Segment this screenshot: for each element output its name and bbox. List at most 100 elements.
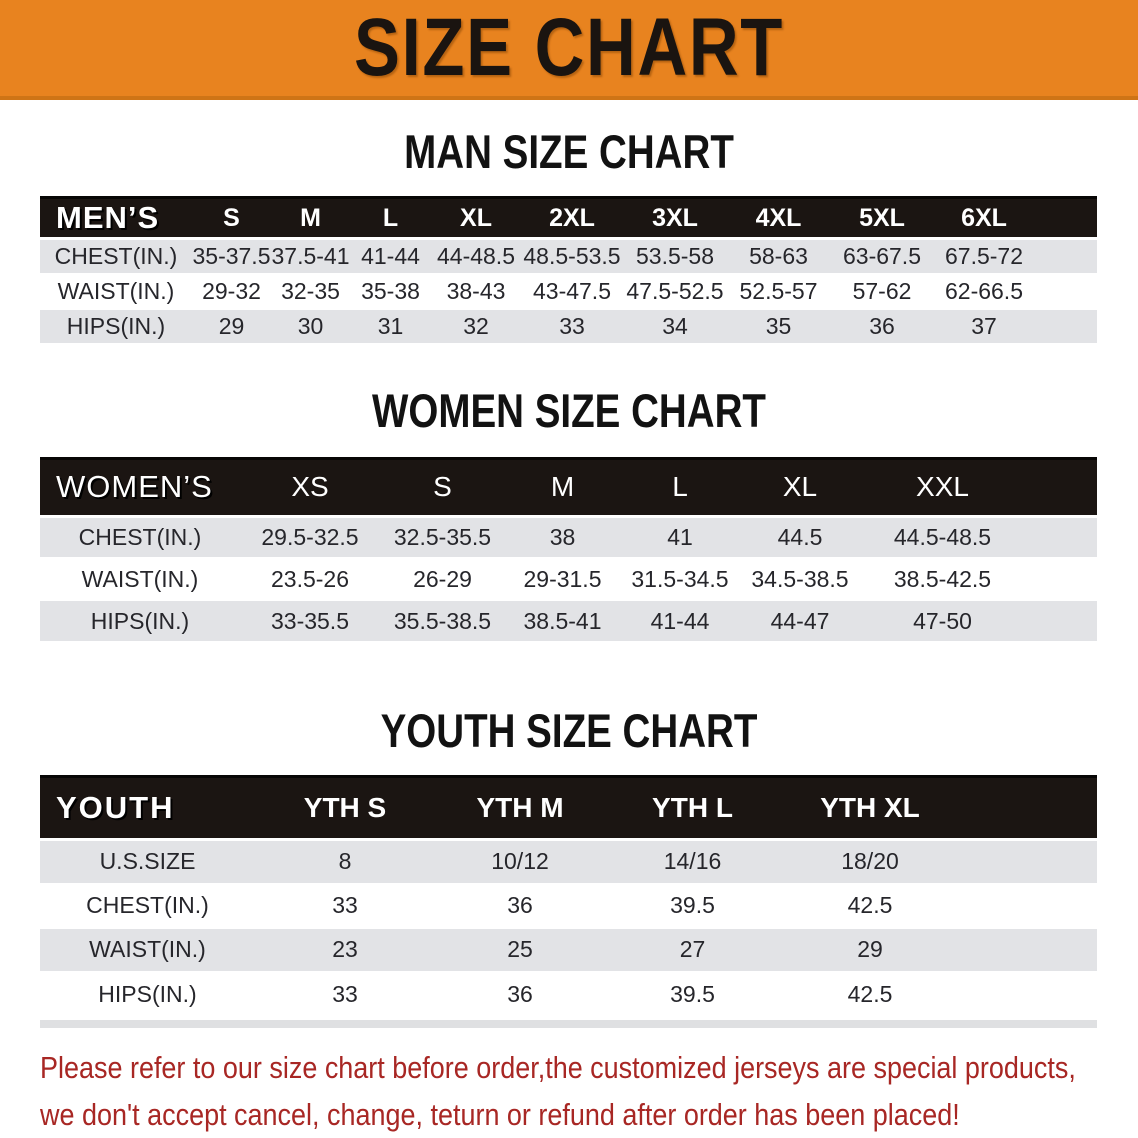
cell: 35-37.5 bbox=[192, 237, 271, 275]
cell: 47.5-52.5 bbox=[623, 273, 727, 309]
table-bottom-divider bbox=[40, 1019, 1097, 1028]
men-col-2xl: 2XL bbox=[521, 196, 623, 240]
cell: 32 bbox=[431, 307, 521, 345]
cell: 39.5 bbox=[605, 971, 780, 1016]
men-table-header: MEN’S S M L XL 2XL 3XL 4XL 5XL 6XL bbox=[40, 196, 1097, 240]
disclaimer: Please refer to our size chart before or… bbox=[40, 1044, 1138, 1138]
cell: 29-31.5 bbox=[505, 558, 620, 600]
cell: 8 bbox=[255, 838, 435, 885]
cell-filler bbox=[960, 971, 1097, 1016]
men-col-6xl: 6XL bbox=[934, 196, 1034, 240]
cell-filler bbox=[1025, 515, 1097, 559]
cell: 63-67.5 bbox=[830, 237, 934, 275]
cell-filler bbox=[960, 926, 1097, 973]
men-col-5xl: 5XL bbox=[830, 196, 934, 240]
cell: 38.5-41 bbox=[505, 599, 620, 643]
cell: 29 bbox=[780, 926, 960, 973]
cell: 30 bbox=[271, 307, 350, 345]
cell: 33 bbox=[255, 971, 435, 1016]
cell: 44.5-48.5 bbox=[860, 515, 1025, 559]
cell: 43-47.5 bbox=[521, 273, 623, 309]
cell: 25 bbox=[435, 926, 605, 973]
men-col-xl: XL bbox=[431, 196, 521, 240]
cell: 31 bbox=[350, 307, 431, 345]
cell: 33-35.5 bbox=[240, 599, 380, 643]
cell-filler bbox=[1025, 599, 1097, 643]
cell: 62-66.5 bbox=[934, 273, 1034, 309]
cell: 42.5 bbox=[780, 971, 960, 1016]
table-row: U.S.SIZE 8 10/12 14/16 18/20 bbox=[40, 838, 1097, 885]
women-size-table: WOMEN’S XS S M L XL XXL CHEST(IN.) 29.5-… bbox=[40, 456, 1097, 643]
cell: 33 bbox=[521, 307, 623, 345]
cell-filler bbox=[960, 883, 1097, 928]
cell: 31.5-34.5 bbox=[620, 558, 740, 600]
cell: 23.5-26 bbox=[240, 558, 380, 600]
cell: 34.5-38.5 bbox=[740, 558, 860, 600]
cell: 41 bbox=[620, 515, 740, 559]
cell: 29-32 bbox=[192, 273, 271, 309]
cell: 34 bbox=[623, 307, 727, 345]
cell: 27 bbox=[605, 926, 780, 973]
youth-col-m: YTH M bbox=[435, 775, 605, 841]
size-chart-banner: SIZE CHART bbox=[0, 0, 1138, 100]
women-waist-label: WAIST(IN.) bbox=[40, 558, 240, 600]
men-section-heading: MAN SIZE CHART bbox=[404, 125, 734, 178]
cell: 36 bbox=[435, 971, 605, 1016]
disclaimer-line-2: we don't accept cancel, change, teturn o… bbox=[40, 1096, 960, 1132]
youth-hips-label: HIPS(IN.) bbox=[40, 971, 255, 1016]
youth-chest-label: CHEST(IN.) bbox=[40, 883, 255, 928]
women-hips-label: HIPS(IN.) bbox=[40, 599, 240, 643]
cell: 32-35 bbox=[271, 273, 350, 309]
women-col-xxl: XXL bbox=[860, 456, 1025, 518]
cell-filler bbox=[1034, 273, 1097, 309]
youth-ussize-label: U.S.SIZE bbox=[40, 838, 255, 885]
cell: 35-38 bbox=[350, 273, 431, 309]
cell: 57-62 bbox=[830, 273, 934, 309]
table-row: HIPS(IN.) 33-35.5 35.5-38.5 38.5-41 41-4… bbox=[40, 599, 1097, 643]
cell: 67.5-72 bbox=[934, 237, 1034, 275]
women-group-label: WOMEN’S bbox=[40, 456, 240, 518]
men-col-filler bbox=[1034, 196, 1097, 240]
cell: 44-47 bbox=[740, 599, 860, 643]
table-row: HIPS(IN.) 33 36 39.5 42.5 bbox=[40, 971, 1097, 1016]
cell: 23 bbox=[255, 926, 435, 973]
cell: 58-63 bbox=[727, 237, 830, 275]
table-row: CHEST(IN.) 29.5-32.5 32.5-35.5 38 41 44.… bbox=[40, 515, 1097, 559]
cell: 41-44 bbox=[350, 237, 431, 275]
cell: 29.5-32.5 bbox=[240, 515, 380, 559]
men-col-4xl: 4XL bbox=[727, 196, 830, 240]
cell-filler bbox=[960, 838, 1097, 885]
men-col-l: L bbox=[350, 196, 431, 240]
men-chest-label: CHEST(IN.) bbox=[40, 237, 192, 275]
women-chest-label: CHEST(IN.) bbox=[40, 515, 240, 559]
men-col-m: M bbox=[271, 196, 350, 240]
youth-group-label: YOUTH bbox=[40, 775, 255, 841]
women-section-heading: WOMEN SIZE CHART bbox=[372, 383, 766, 437]
youth-section-heading: YOUTH SIZE CHART bbox=[380, 704, 758, 757]
women-col-xl: XL bbox=[740, 456, 860, 518]
cell: 14/16 bbox=[605, 838, 780, 885]
cell: 47-50 bbox=[860, 599, 1025, 643]
cell: 48.5-53.5 bbox=[521, 237, 623, 275]
cell: 37.5-41 bbox=[271, 237, 350, 275]
disclaimer-line-1: Please refer to our size chart before or… bbox=[40, 1049, 1076, 1085]
cell-filler bbox=[1034, 237, 1097, 275]
cell: 36 bbox=[830, 307, 934, 345]
cell: 41-44 bbox=[620, 599, 740, 643]
men-waist-label: WAIST(IN.) bbox=[40, 273, 192, 309]
table-row: CHEST(IN.) 33 36 39.5 42.5 bbox=[40, 883, 1097, 928]
cell: 38-43 bbox=[431, 273, 521, 309]
women-col-l: L bbox=[620, 456, 740, 518]
cell: 36 bbox=[435, 883, 605, 928]
youth-size-table: YOUTH YTH S YTH M YTH L YTH XL U.S.SIZE … bbox=[40, 775, 1097, 1016]
table-row: WAIST(IN.) 23.5-26 26-29 29-31.5 31.5-34… bbox=[40, 558, 1097, 600]
cell: 38 bbox=[505, 515, 620, 559]
women-col-xs: XS bbox=[240, 456, 380, 518]
cell: 42.5 bbox=[780, 883, 960, 928]
cell-filler bbox=[1025, 558, 1097, 600]
men-col-3xl: 3XL bbox=[623, 196, 727, 240]
table-row: WAIST(IN.) 23 25 27 29 bbox=[40, 926, 1097, 973]
cell: 32.5-35.5 bbox=[380, 515, 505, 559]
youth-col-filler bbox=[960, 775, 1097, 841]
cell: 18/20 bbox=[780, 838, 960, 885]
